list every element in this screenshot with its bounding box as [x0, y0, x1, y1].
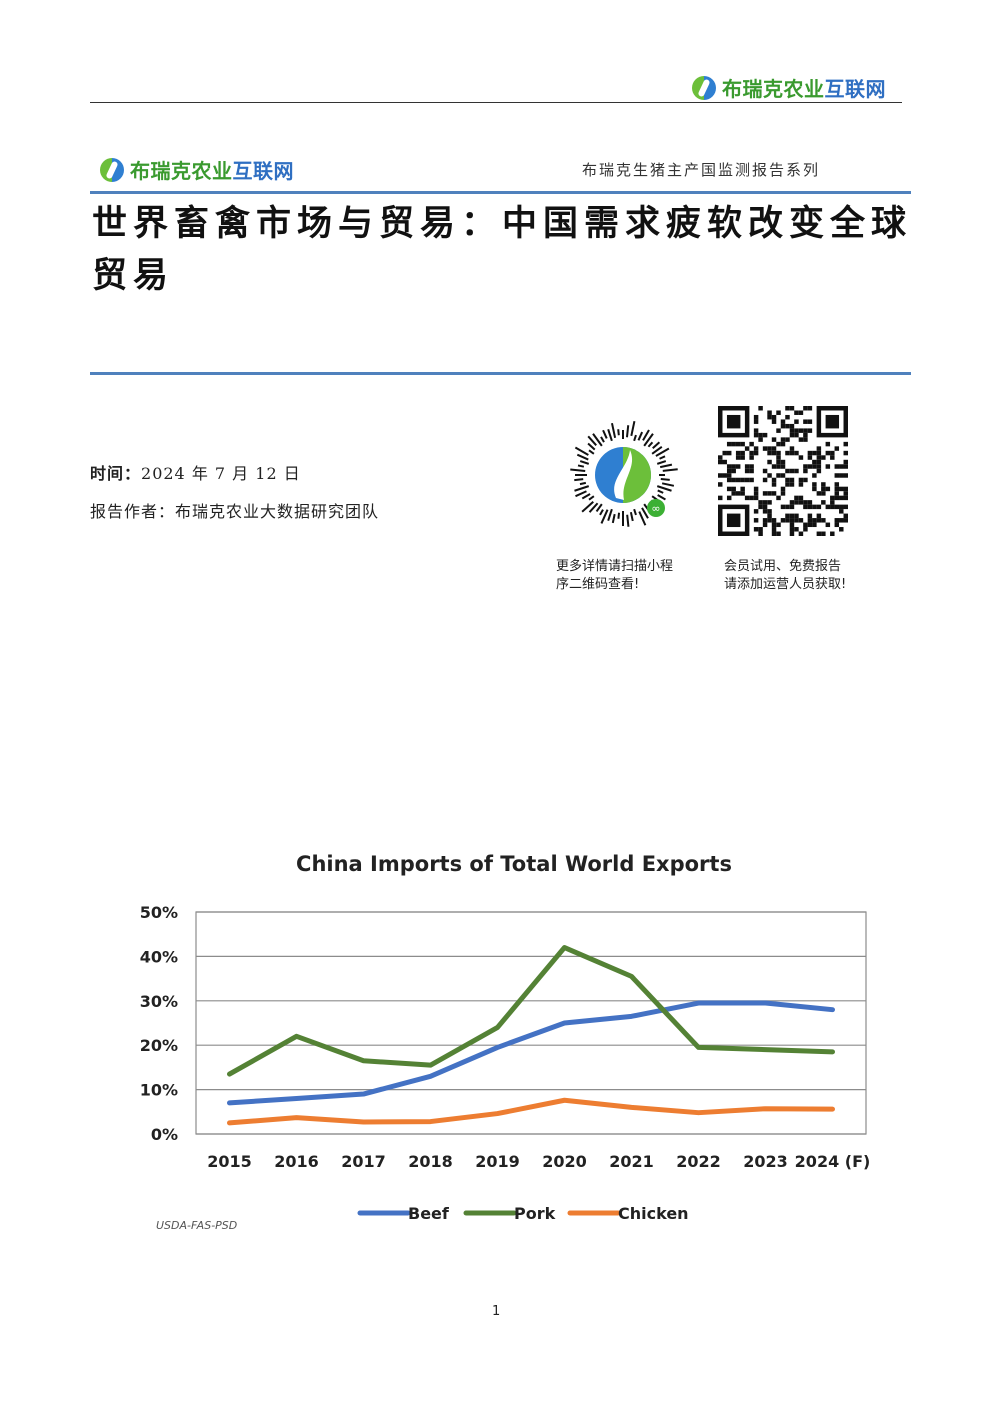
header-logo: 布瑞克农业互联网 [692, 73, 886, 102]
title-bottom-rule [90, 372, 911, 375]
header-brand-blue: 互联网 [824, 77, 886, 101]
mini-program-caption: 更多详情请扫描小程 序二维码查看! [556, 558, 673, 594]
cover-logo: 布瑞克农业互联网 [100, 155, 294, 184]
series-line-pork [227, 945, 835, 1077]
y-tick-label: 20% [140, 1036, 178, 1055]
report-series: 布瑞克生猪主产国监测报告系列 [582, 161, 821, 179]
qr-caption-1-line1: 更多详情请扫描小程 [556, 559, 674, 574]
report-author: 报告作者：布瑞克农业大数据研究团队 [90, 498, 379, 522]
header-brand-green: 布瑞克农业 [722, 77, 825, 101]
brand-leaf-icon [692, 75, 716, 100]
x-tick-label: 2024 (F) [795, 1152, 871, 1171]
x-tick-label: 2018 [408, 1152, 453, 1171]
title-top-rule [90, 191, 911, 194]
qr-code[interactable] [718, 406, 848, 536]
x-tick-label: 2022 [676, 1152, 721, 1171]
cover-brand-blue: 互联网 [232, 159, 294, 183]
legend-label: Chicken [618, 1204, 689, 1223]
qr-caption: 会员试用、免费报告 请添加运营人员获取! [724, 558, 846, 594]
chart-source: USDA-FAS-PSD [156, 1219, 238, 1232]
x-tick-label: 2016 [274, 1152, 319, 1171]
qr-caption-2-line2: 请添加运营人员获取! [724, 577, 847, 592]
author-label: 报告作者： [90, 502, 176, 521]
series-line-chicken [227, 1097, 835, 1126]
y-tick-label: 10% [140, 1081, 178, 1100]
author-value: 布瑞克农业大数据研究团队 [175, 502, 380, 521]
header-rule [90, 102, 902, 103]
chart: China Imports of Total World Exports 0% 1… [110, 840, 910, 1240]
x-tick-label: 2017 [341, 1152, 386, 1171]
x-tick-label: 2020 [542, 1152, 587, 1171]
x-tick-label: 2019 [475, 1152, 520, 1171]
date-label: 时间： [90, 464, 142, 483]
legend-label: Pork [514, 1204, 556, 1223]
mini-program-code-graphic: ∞ [570, 420, 678, 527]
date-value: 2024 年 7 月 12 日 [141, 464, 301, 483]
qr-code-graphic [718, 406, 848, 536]
legend-label: Beef [408, 1204, 450, 1223]
title-line-2: 贸易 [92, 255, 175, 296]
y-tick-label: 30% [140, 992, 178, 1011]
mini-program-code[interactable]: ∞ [568, 420, 678, 530]
series-line-beef [227, 1000, 835, 1106]
qr-caption-1-line2: 序二维码查看! [556, 577, 640, 592]
imports-line-chart: China Imports of Total World Exports 0% 1… [140, 852, 871, 1223]
page-title: 世界畜禽市场与贸易：中国需求疲软改变全球 贸易 [92, 198, 912, 302]
brand-leaf-icon [100, 157, 124, 182]
report-date: 时间：2024 年 7 月 12 日 [90, 460, 301, 484]
y-tick-label: 0% [151, 1125, 178, 1144]
x-tick-label: 2015 [207, 1152, 252, 1171]
qr-caption-2-line1: 会员试用、免费报告 [724, 559, 842, 574]
x-tick-label: 2023 [743, 1152, 788, 1171]
y-tick-label: 40% [140, 947, 178, 966]
title-line-1: 世界畜禽市场与贸易：中国需求疲软改变全球 [92, 203, 913, 244]
cover-brand-green: 布瑞克农业 [130, 159, 233, 183]
chart-title: China Imports of Total World Exports [296, 852, 732, 876]
svg-text:∞: ∞ [651, 502, 660, 515]
page-number: 1 [492, 1304, 501, 1319]
x-tick-label: 2021 [609, 1152, 654, 1171]
y-tick-label: 50% [140, 903, 178, 922]
